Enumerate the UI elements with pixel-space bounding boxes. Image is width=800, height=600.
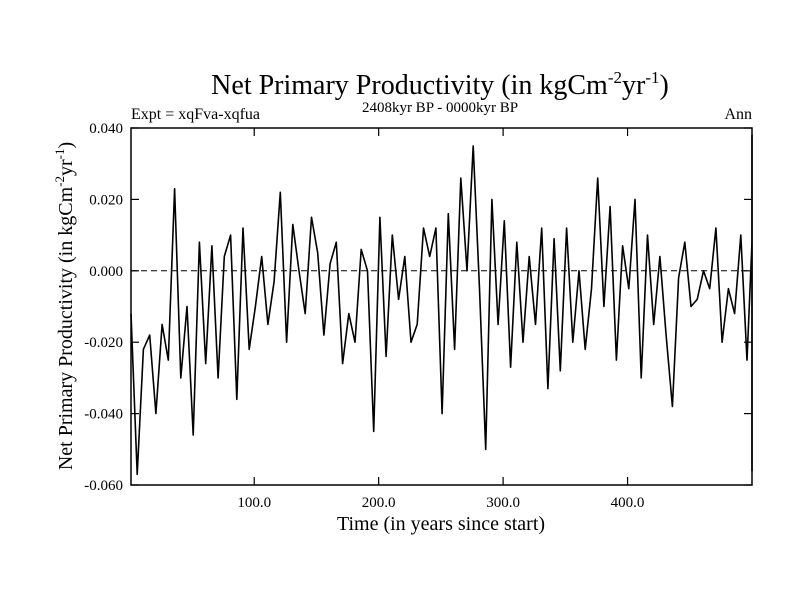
y-axis-label: Net Primary Productivity (in kgCm-2yr-1) <box>52 142 77 470</box>
season-label: Ann <box>724 106 752 123</box>
y-tick-label: -0.060 <box>84 478 123 494</box>
x-tick-label: 300.0 <box>486 495 520 511</box>
plot-frame <box>130 127 753 486</box>
y-tick-label: 0.000 <box>89 264 123 280</box>
x-tick-label: 100.0 <box>237 495 271 511</box>
y-tick-label: -0.020 <box>84 335 123 351</box>
npp-series-line <box>130 134 753 476</box>
subtitle: 2408kyr BP - 0000kyr BP <box>362 100 518 116</box>
y-axis-ticks: -0.060 -0.040 -0.020 0.000 0.020 0.040 <box>84 121 752 494</box>
x-tick-label: 200.0 <box>362 495 396 511</box>
y-tick-label: 0.020 <box>89 192 123 208</box>
x-tick-label: 400.0 <box>611 495 645 511</box>
experiment-label: Expt = xqFva-xqfua <box>131 106 260 123</box>
x-axis-label: Time (in years since start) <box>337 513 545 535</box>
y-tick-label: 0.040 <box>89 121 123 137</box>
chart-title: Net Primary Productivity (in kgCm-2yr-1) <box>211 68 669 101</box>
x-axis-ticks: 100.0 200.0 300.0 400.0 <box>237 128 644 511</box>
y-tick-label: -0.040 <box>84 407 123 423</box>
